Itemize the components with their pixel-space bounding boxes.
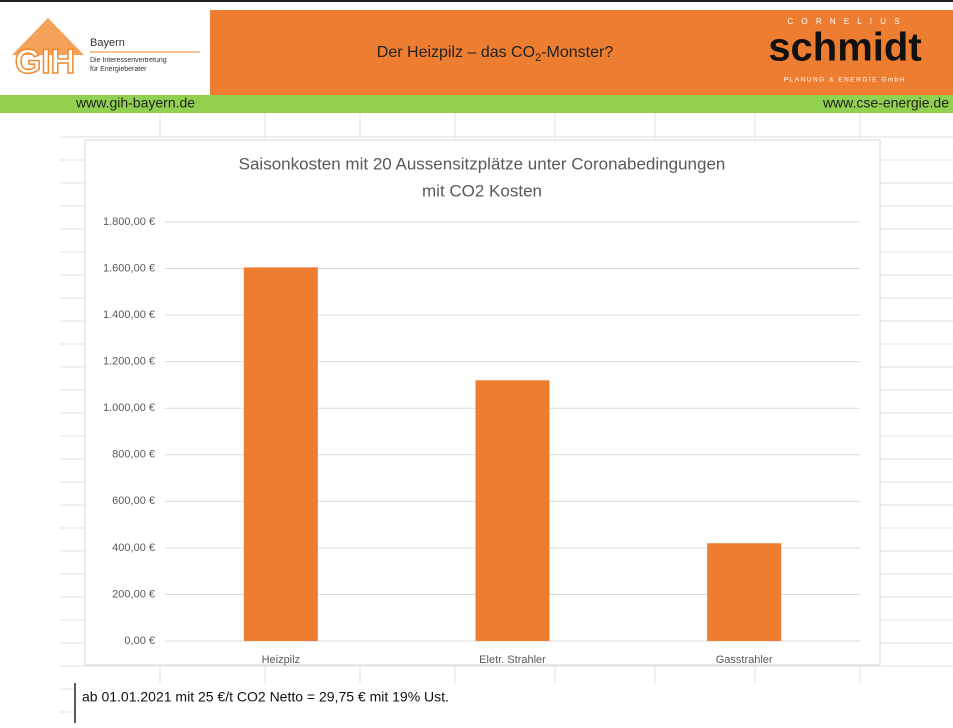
bar [243, 267, 318, 641]
footer-box [75, 683, 953, 723]
y-tick-label: 1.400,00 € [103, 309, 155, 321]
y-tick-label: 1.800,00 € [103, 216, 155, 228]
logo-right-name: schmidt [768, 26, 921, 70]
bar [475, 380, 550, 641]
y-tick-label: 600,00 € [112, 495, 155, 507]
link-right: www.cse-energie.de [822, 95, 949, 111]
x-tick-label: Gasstrahler [716, 654, 773, 666]
logo-line: für Energieberater [90, 66, 147, 73]
logo-line: Die Interessenvertretung [90, 57, 167, 64]
link-left: www.gih-bayern.de [75, 95, 195, 111]
header-band [210, 10, 953, 95]
chart-title: mit CO2 Kosten [422, 181, 542, 200]
y-tick-label: 400,00 € [112, 542, 155, 554]
bar [707, 543, 782, 641]
y-tick-label: 200,00 € [112, 588, 155, 600]
logo-right-top: C O R N E L I U S [787, 17, 902, 26]
y-tick-label: 1.600,00 € [103, 262, 155, 274]
y-tick-label: 1.200,00 € [103, 356, 155, 368]
y-tick-label: 800,00 € [112, 449, 155, 461]
y-tick-label: 0,00 € [124, 635, 155, 647]
x-tick-label: Eletr. Strahler [479, 654, 546, 666]
logo-mark: GIH [15, 43, 75, 81]
chart-title: Saisonkosten mit 20 Aussensitzplätze unt… [239, 154, 726, 173]
header-title: Der Heizpilz – das CO2-Monster? [377, 44, 614, 64]
link-band [0, 95, 953, 113]
footer-note: ab 01.01.2021 mit 25 €/t CO2 Netto = 29,… [82, 689, 449, 705]
y-tick-label: 1.000,00 € [103, 402, 155, 414]
plot: 0,00 € 200,00 € 400,00 € 600,00 € 800,00 € 1.… [103, 216, 860, 666]
top-border [0, 0, 953, 2]
logo-right-bottom: PLANUNG & ENERGIE GmbH [784, 77, 906, 84]
logo-region: Bayern [90, 37, 125, 49]
x-tick-label: Heizpilz [262, 654, 301, 666]
logo-roof [12, 18, 84, 55]
